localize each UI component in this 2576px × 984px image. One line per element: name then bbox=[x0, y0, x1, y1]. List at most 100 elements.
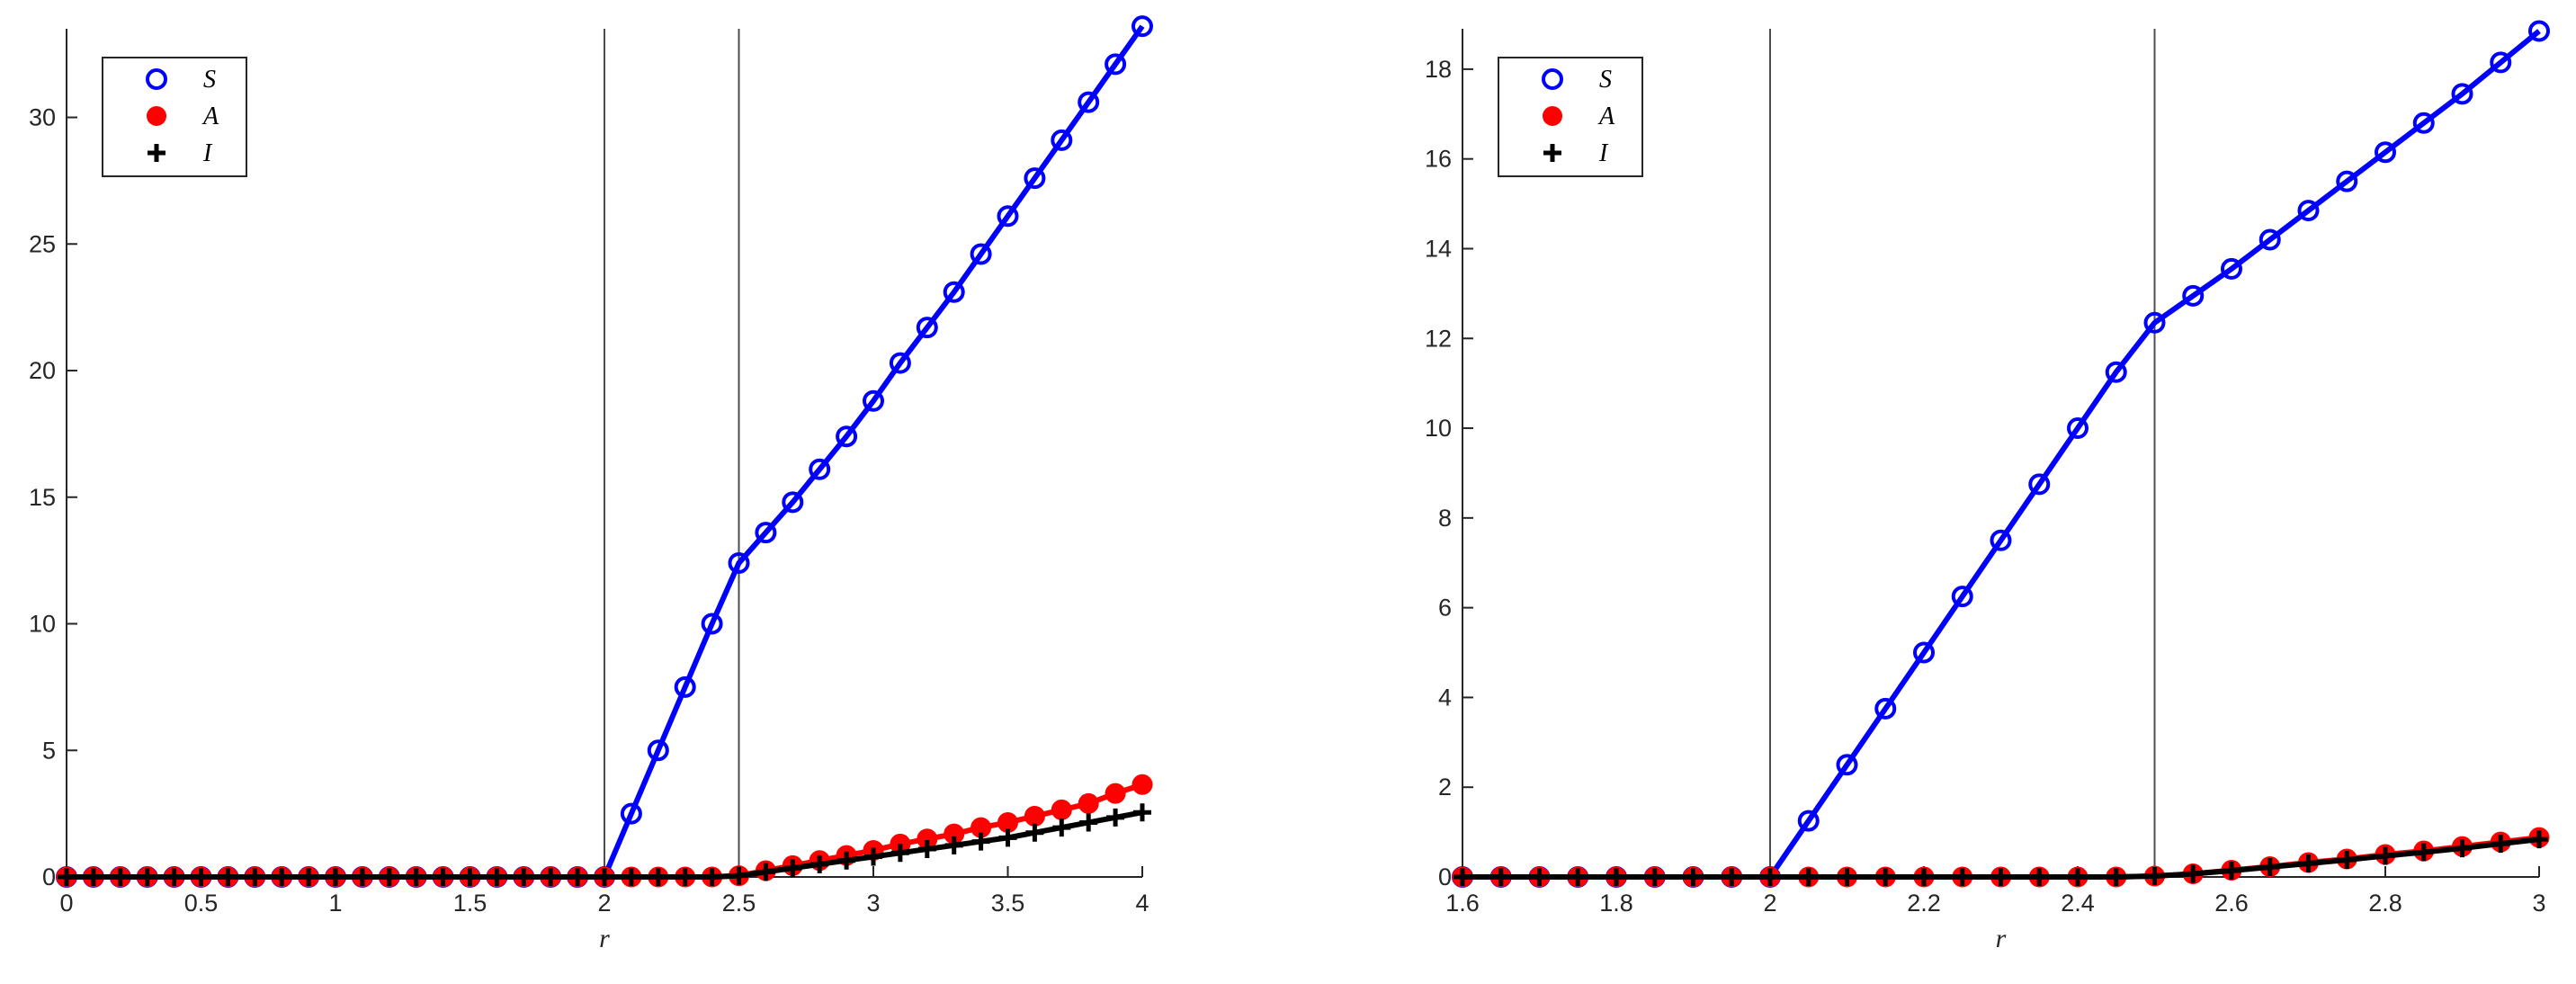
data-point-I bbox=[568, 868, 587, 886]
data-point-I bbox=[273, 868, 291, 886]
data-point-S bbox=[782, 491, 804, 514]
data-point-S bbox=[1990, 529, 2012, 551]
data-point-S bbox=[2412, 112, 2435, 134]
data-point-I bbox=[487, 868, 506, 886]
data-point-I bbox=[2106, 868, 2125, 886]
data-point-S bbox=[2375, 141, 2396, 164]
data-point-I bbox=[810, 854, 829, 873]
data-point-S bbox=[1131, 15, 1153, 38]
data-point-S bbox=[1874, 697, 1897, 720]
data-point-A bbox=[1078, 792, 1099, 814]
data-point-I bbox=[246, 868, 264, 886]
data-point-I bbox=[1025, 823, 1044, 842]
data-point-I bbox=[2069, 868, 2087, 886]
data-point-S bbox=[674, 675, 696, 698]
y-tick-label: 6 bbox=[1438, 595, 1452, 622]
data-point-I bbox=[675, 868, 694, 886]
data-point-S bbox=[863, 389, 884, 412]
data-point-S bbox=[1951, 586, 1973, 608]
data-point-I bbox=[2184, 864, 2203, 883]
data-point-I bbox=[702, 868, 721, 886]
y-tick-label: 8 bbox=[1438, 505, 1452, 532]
series-A bbox=[56, 774, 1153, 888]
data-point-I bbox=[1052, 819, 1071, 837]
y-tick-label: 12 bbox=[1425, 325, 1452, 352]
x-axis-title: r bbox=[599, 924, 610, 953]
y-tick-label: 10 bbox=[29, 611, 56, 638]
x-tick-label: 2.4 bbox=[2061, 890, 2095, 917]
data-point-I bbox=[300, 868, 318, 886]
legend-label-I: I bbox=[202, 139, 213, 167]
x-tick-label: 1.5 bbox=[453, 890, 487, 917]
data-point-I bbox=[890, 844, 909, 863]
data-point-I bbox=[192, 868, 210, 886]
y-tick-label: 14 bbox=[1425, 235, 1452, 262]
x-tick-label: 1.6 bbox=[1445, 890, 1480, 917]
data-point-I bbox=[84, 868, 103, 886]
y-tick-label: 4 bbox=[1438, 684, 1452, 711]
data-point-S bbox=[2028, 473, 2051, 496]
series-I bbox=[58, 803, 1151, 886]
data-point-I bbox=[1607, 868, 1625, 886]
legend-marker-A bbox=[147, 106, 166, 126]
data-point-I bbox=[58, 868, 76, 886]
data-point-I bbox=[2338, 851, 2357, 870]
data-point-A bbox=[1131, 774, 1153, 795]
data-point-I bbox=[434, 868, 452, 886]
data-point-S bbox=[2336, 170, 2358, 192]
data-point-I bbox=[595, 868, 613, 886]
data-point-I bbox=[729, 866, 748, 885]
data-point-I bbox=[2376, 846, 2394, 865]
legend-marker-A bbox=[1543, 106, 1562, 126]
data-point-I bbox=[1106, 808, 1125, 827]
data-point-A bbox=[1024, 805, 1045, 827]
legend: SAI bbox=[1498, 57, 1643, 177]
data-point-S bbox=[809, 458, 831, 480]
data-point-I bbox=[944, 836, 963, 854]
data-point-I bbox=[2030, 868, 2049, 886]
series-I bbox=[1453, 830, 2548, 886]
data-point-I bbox=[1453, 868, 1471, 886]
data-point-I bbox=[1761, 868, 1779, 886]
y-tick-label: 0 bbox=[42, 863, 56, 890]
legend-box bbox=[102, 57, 247, 177]
legend-marker-S bbox=[1542, 68, 1563, 90]
data-point-I bbox=[1953, 868, 1972, 886]
data-point-I bbox=[111, 868, 130, 886]
data-point-S bbox=[2297, 200, 2320, 222]
data-point-S bbox=[1078, 91, 1100, 113]
data-point-I bbox=[971, 832, 990, 851]
data-point-S bbox=[1836, 754, 1858, 776]
data-point-I bbox=[864, 847, 882, 866]
data-point-S bbox=[1913, 641, 1935, 664]
legend-label-I: I bbox=[1598, 139, 1609, 167]
y-tick-label: 30 bbox=[29, 104, 56, 131]
data-point-I bbox=[1838, 868, 1856, 886]
data-point-S bbox=[997, 205, 1019, 228]
data-point-S bbox=[755, 522, 777, 544]
data-point-S bbox=[701, 613, 723, 635]
chart-2: 1.6 1.8 2 2.2 2.4 2.6 2.8 3 0 2 4 6 8 10 12 14 16 18 r SAI bbox=[1425, 20, 2550, 953]
data-point-I bbox=[165, 868, 183, 886]
data-point-I bbox=[138, 868, 157, 886]
data-point-I bbox=[1722, 868, 1741, 886]
data-point-S bbox=[970, 243, 992, 265]
legend-label-S: S bbox=[203, 66, 216, 94]
data-point-S bbox=[2490, 51, 2512, 74]
x-tick-label: 0 bbox=[59, 890, 73, 917]
data-point-I bbox=[514, 868, 533, 886]
data-point-I bbox=[2145, 867, 2164, 886]
data-point-S bbox=[728, 551, 750, 574]
data-point-I bbox=[2453, 839, 2472, 858]
legend-marker-S bbox=[146, 68, 167, 90]
data-point-I bbox=[1491, 868, 1510, 886]
x-tick-label: 2.6 bbox=[2214, 890, 2249, 917]
data-point-I bbox=[407, 868, 425, 886]
x-tick-label: 2 bbox=[597, 890, 611, 917]
data-point-S bbox=[2451, 83, 2473, 105]
y-tick-label: 16 bbox=[1425, 146, 1452, 173]
x-tick-label: 1.8 bbox=[1599, 890, 1633, 917]
data-point-S bbox=[620, 802, 642, 825]
legend-label-A: A bbox=[1597, 103, 1615, 130]
data-point-I bbox=[648, 868, 667, 886]
